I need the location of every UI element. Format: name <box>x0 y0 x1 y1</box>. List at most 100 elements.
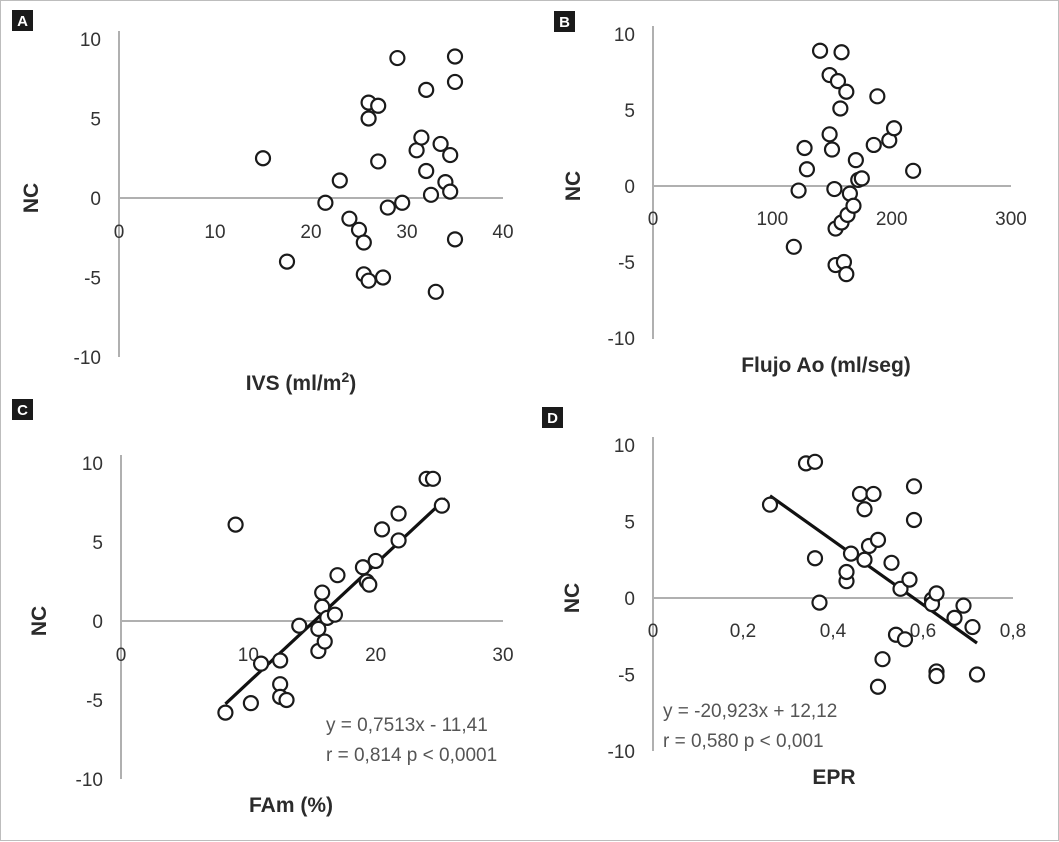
y-tick-label: -10 <box>608 329 635 350</box>
data-point <box>798 161 816 178</box>
data-point <box>390 505 407 522</box>
data-point <box>847 152 864 169</box>
data-point <box>326 606 344 623</box>
data-point <box>424 470 442 487</box>
panel-a: A 10 5 0 -5 -10 0 10 20 30 40 NC IVS (ml/m2) <box>12 10 514 395</box>
trend-line <box>769 494 978 645</box>
data-point <box>227 516 244 533</box>
data-point <box>418 81 435 98</box>
x-tick-label: 100 <box>756 209 788 230</box>
data-point <box>883 554 900 571</box>
data-point <box>394 194 411 211</box>
x-axis-title-sup: 2 <box>341 369 349 385</box>
panel-label: A <box>17 13 28 30</box>
data-point <box>278 253 296 270</box>
x-tick-label: 20 <box>300 222 321 243</box>
data-point <box>821 126 838 143</box>
y-tick-label: 5 <box>624 101 635 122</box>
x-tick-label: 10 <box>204 222 225 243</box>
data-point <box>832 100 849 117</box>
data-point <box>946 609 963 626</box>
data-point <box>905 478 923 495</box>
x-tick-label: 300 <box>995 209 1027 230</box>
data-point <box>446 73 464 91</box>
x-tick-label: 0,6 <box>910 621 936 642</box>
x-tick-label: 0 <box>648 621 659 642</box>
data-point <box>845 197 862 214</box>
y-axis-title: NC <box>561 583 584 613</box>
data-point <box>853 170 870 187</box>
y-tick-label: -5 <box>84 269 101 290</box>
data-point <box>806 453 824 470</box>
panel-label: D <box>547 410 558 427</box>
data-point <box>370 153 387 170</box>
data-point <box>418 162 435 180</box>
panel-label-box <box>542 407 563 428</box>
data-point <box>785 238 802 255</box>
x-tick-label: 40 <box>492 222 513 243</box>
data-point <box>317 194 334 211</box>
data-point <box>379 199 396 216</box>
panel-label-box <box>12 399 33 420</box>
data-point <box>761 496 779 513</box>
data-point <box>314 584 331 601</box>
data-point <box>874 651 891 668</box>
data-point <box>905 511 923 529</box>
panel-label: C <box>17 402 28 419</box>
y-tick-label: -5 <box>618 253 635 274</box>
data-point <box>806 550 824 567</box>
data-point <box>361 576 378 593</box>
data-point <box>823 141 841 158</box>
data-point <box>427 283 444 300</box>
y-axis-title: NC <box>562 171 585 201</box>
y-tick-label: 0 <box>90 189 101 210</box>
data-point <box>838 266 855 283</box>
x-tick-label: 0,4 <box>820 621 847 642</box>
panel-d: D 10 5 0 -5 -10 0 0,2 0,4 0,6 0,8 NC EPR y = -20,923x… <box>542 407 1026 789</box>
y-tick-label: 5 <box>92 533 103 554</box>
panel-label-box <box>12 10 33 31</box>
x-tick-label: 30 <box>396 222 417 243</box>
data-point <box>856 501 873 518</box>
x-axis-title-main: IVS (ml/m <box>246 372 342 395</box>
y-tick-label: -5 <box>618 666 635 687</box>
x-tick-label: 20 <box>365 645 386 666</box>
data-point <box>316 633 333 650</box>
data-point <box>278 691 295 709</box>
data-point <box>413 129 430 146</box>
y-tick-label: -10 <box>608 742 635 763</box>
x-tick-label: 0 <box>114 222 125 243</box>
data-point <box>928 667 945 685</box>
data-point <box>422 186 440 203</box>
data-point <box>272 652 289 669</box>
data-point <box>851 485 869 503</box>
x-axis-title: FAm (%) <box>249 794 333 817</box>
data-point <box>389 49 406 67</box>
panel-b: B 10 5 0 -5 -10 0 100 200 300 NC Flujo Ao (ml/seg) <box>554 11 1027 377</box>
data-point <box>885 120 903 137</box>
data-point <box>833 44 850 61</box>
x-axis-title: Flujo Ao (ml/seg) <box>741 354 911 377</box>
data-point <box>869 678 887 695</box>
data-point <box>790 182 807 199</box>
data-point <box>329 567 346 584</box>
y-tick-label: 10 <box>614 25 635 46</box>
data-point <box>838 83 855 100</box>
data-point <box>842 545 860 562</box>
y-tick-label: 0 <box>624 589 635 610</box>
y-axis-title: NC <box>28 606 51 636</box>
data-point <box>896 631 914 648</box>
data-point <box>291 617 308 634</box>
x-tick-label: 200 <box>876 209 908 230</box>
data-point <box>254 150 272 167</box>
x-axis-title: EPR <box>812 766 855 789</box>
y-tick-label: 0 <box>92 612 103 633</box>
data-point <box>865 485 882 503</box>
data-point <box>446 231 464 248</box>
data-point <box>442 183 459 200</box>
data-point <box>367 552 384 570</box>
x-tick-label: 0 <box>648 209 659 230</box>
data-point <box>310 620 327 638</box>
